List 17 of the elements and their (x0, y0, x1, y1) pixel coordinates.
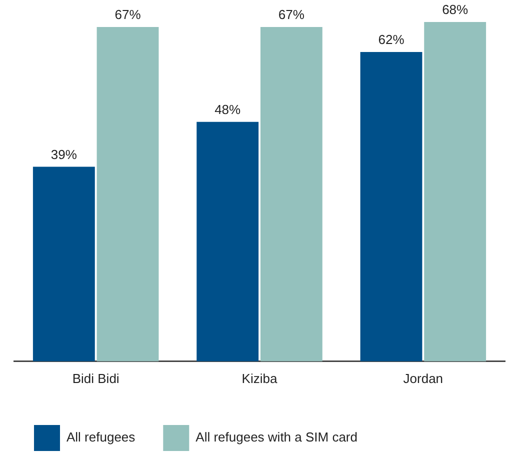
data-label: 48% (214, 102, 242, 117)
data-label: 67% (278, 7, 305, 22)
bar (196, 122, 259, 362)
x-tick-label: Bidi Bidi (72, 370, 120, 386)
data-label: 62% (378, 32, 405, 48)
bar (96, 26, 159, 362)
bar (360, 52, 422, 362)
data-label: 68% (442, 2, 469, 18)
x-tick-label: Jordan (403, 370, 444, 386)
data-label: 39% (50, 146, 78, 162)
bar (424, 22, 486, 362)
legend-label: All refugees with a SIM card (196, 430, 358, 445)
x-tick-label: Kiziba (242, 370, 278, 386)
bar (32, 166, 95, 362)
legend-label: All refugees (66, 430, 136, 445)
bar (260, 26, 322, 362)
data-label: 67% (114, 7, 142, 22)
